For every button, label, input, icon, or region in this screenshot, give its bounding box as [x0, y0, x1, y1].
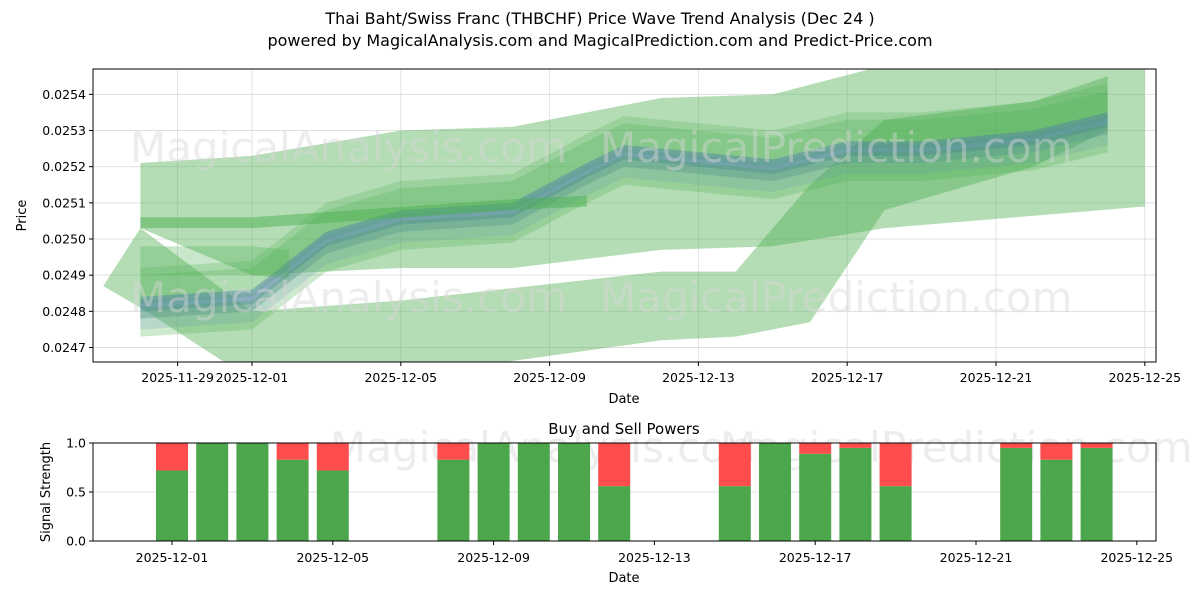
price-y-ticks: 0.0247 0.0248 0.0249 0.0250 0.0251 0.0252 0.02…: [42, 87, 93, 355]
buy-bar: [276, 459, 309, 541]
price-x-ticks: 2025-11-29 2025-12-01 2025-12-05 2025-12-09…: [141, 362, 1181, 385]
svg-text:2025-12-17: 2025-12-17: [779, 550, 852, 565]
svg-text:2025-12-01: 2025-12-01: [216, 370, 289, 385]
buy-bar: [1040, 459, 1073, 541]
price-y-label: Price: [15, 200, 30, 232]
svg-text:2025-12-17: 2025-12-17: [811, 370, 884, 385]
buy-bar: [718, 486, 751, 541]
svg-text:MagicalPrediction.com: MagicalPrediction.com: [600, 123, 1073, 172]
buy-bar: [1080, 447, 1113, 541]
buy-bar: [558, 443, 590, 541]
signal-y-ticks: 0.0 0.5 1.0: [66, 436, 93, 549]
svg-text:0.0248: 0.0248: [42, 304, 86, 319]
chart-subtitle: powered by MagicalAnalysis.com and Magic…: [267, 31, 933, 50]
svg-text:0.5: 0.5: [66, 485, 86, 500]
signal-x-ticks: 2025-12-01 2025-12-05 2025-12-09 2025-12-13…: [136, 541, 1173, 565]
svg-text:0.0250: 0.0250: [42, 232, 86, 247]
sell-bar: [839, 443, 872, 448]
buy-bar: [477, 443, 510, 541]
buy-bar: [799, 453, 832, 541]
svg-text:2025-12-05: 2025-12-05: [364, 370, 437, 385]
svg-text:0.0249: 0.0249: [42, 268, 86, 283]
svg-text:2025-12-13: 2025-12-13: [662, 370, 735, 385]
svg-text:0.0247: 0.0247: [42, 340, 86, 355]
sell-bar: [276, 443, 309, 460]
svg-text:0.0: 0.0: [66, 534, 86, 549]
svg-text:0.0253: 0.0253: [42, 123, 86, 138]
svg-text:2025-12-25: 2025-12-25: [1100, 550, 1173, 565]
svg-text:2025-11-29: 2025-11-29: [141, 370, 214, 385]
sell-bar: [1080, 443, 1113, 448]
price-bands: [103, 69, 1145, 362]
signal-y-label: Signal Strength: [39, 442, 54, 542]
svg-text:MagicalAnalysis.com: MagicalAnalysis.com: [130, 123, 567, 172]
sell-bar: [1040, 443, 1073, 460]
svg-text:0.0254: 0.0254: [42, 87, 86, 102]
sell-bar: [437, 443, 470, 460]
sell-bar: [799, 443, 832, 454]
svg-text:2025-12-05: 2025-12-05: [296, 550, 369, 565]
sell-bar: [598, 443, 631, 487]
svg-text:2025-12-25: 2025-12-25: [1108, 370, 1181, 385]
sell-bar: [1000, 443, 1033, 448]
buy-bar: [759, 443, 791, 541]
buy-bar: [437, 459, 470, 541]
svg-text:MagicalAnalysis.com: MagicalAnalysis.com: [130, 273, 567, 322]
svg-text:1.0: 1.0: [66, 436, 86, 451]
svg-text:MagicalPrediction.com: MagicalPrediction.com: [720, 423, 1193, 472]
svg-text:2025-12-21: 2025-12-21: [940, 550, 1013, 565]
price-x-label: Date: [608, 392, 639, 407]
signal-title: Buy and Sell Powers: [548, 420, 700, 438]
sell-bar: [718, 443, 751, 487]
buy-bar: [236, 443, 269, 541]
svg-text:2025-12-01: 2025-12-01: [136, 550, 209, 565]
svg-text:2025-12-09: 2025-12-09: [457, 550, 530, 565]
buy-bar: [879, 486, 912, 541]
svg-text:2025-12-13: 2025-12-13: [618, 550, 691, 565]
buy-bar: [316, 470, 349, 541]
price-axes-frame: [92, 68, 1157, 363]
buy-bar: [1000, 447, 1033, 541]
price-grid: [93, 69, 1156, 362]
signal-x-label: Date: [608, 571, 639, 586]
buy-bar: [598, 486, 631, 541]
svg-text:MagicalPrediction.com: MagicalPrediction.com: [600, 273, 1073, 322]
svg-text:2025-12-21: 2025-12-21: [960, 370, 1033, 385]
svg-text:0.0251: 0.0251: [42, 195, 86, 210]
sell-bar: [879, 443, 912, 487]
buy-bar: [517, 443, 550, 541]
buy-bar: [839, 447, 872, 541]
svg-text:0.0252: 0.0252: [42, 159, 86, 174]
buy-bar: [196, 443, 229, 541]
sell-bar: [156, 443, 188, 471]
signal-bars: [156, 443, 1113, 541]
buy-bar: [156, 470, 188, 541]
sell-bar: [316, 443, 349, 471]
chart-title: Thai Baht/Swiss Franc (THBCHF) Price Wav…: [325, 9, 875, 28]
svg-text:2025-12-09: 2025-12-09: [513, 370, 586, 385]
